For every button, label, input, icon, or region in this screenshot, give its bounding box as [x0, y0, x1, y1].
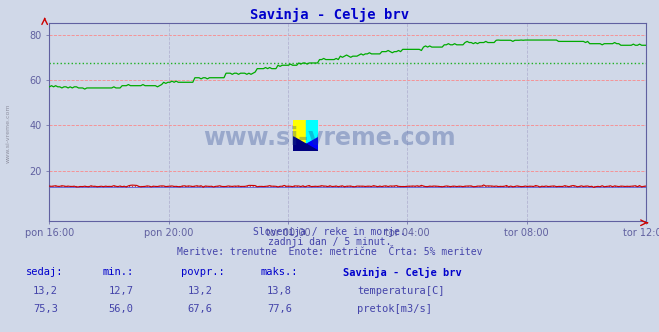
Text: 13,8: 13,8	[267, 286, 292, 295]
Polygon shape	[293, 137, 318, 151]
Text: temperatura[C]: temperatura[C]	[357, 286, 445, 295]
Text: 13,2: 13,2	[33, 286, 58, 295]
Polygon shape	[293, 137, 318, 151]
Bar	[306, 120, 318, 151]
Text: 13,2: 13,2	[188, 286, 213, 295]
Text: www.si-vreme.com: www.si-vreme.com	[203, 126, 456, 150]
Text: 12,7: 12,7	[109, 286, 134, 295]
Text: povpr.:: povpr.:	[181, 267, 225, 277]
Text: maks.:: maks.:	[260, 267, 298, 277]
Text: Meritve: trenutne  Enote: metrične  Črta: 5% meritev: Meritve: trenutne Enote: metrične Črta: …	[177, 247, 482, 257]
Text: sedaj:: sedaj:	[26, 267, 64, 277]
Text: 67,6: 67,6	[188, 304, 213, 314]
Text: Slovenija / reke in morje.: Slovenija / reke in morje.	[253, 227, 406, 237]
Text: Savinja - Celje brv: Savinja - Celje brv	[343, 267, 461, 278]
Text: 56,0: 56,0	[109, 304, 134, 314]
Text: pretok[m3/s]: pretok[m3/s]	[357, 304, 432, 314]
Text: zadnji dan / 5 minut.: zadnji dan / 5 minut.	[268, 237, 391, 247]
Bar	[293, 120, 306, 151]
Text: 75,3: 75,3	[33, 304, 58, 314]
Text: min.:: min.:	[102, 267, 133, 277]
Text: www.si-vreme.com: www.si-vreme.com	[6, 103, 11, 163]
Text: Savinja - Celje brv: Savinja - Celje brv	[250, 8, 409, 23]
Text: 77,6: 77,6	[267, 304, 292, 314]
